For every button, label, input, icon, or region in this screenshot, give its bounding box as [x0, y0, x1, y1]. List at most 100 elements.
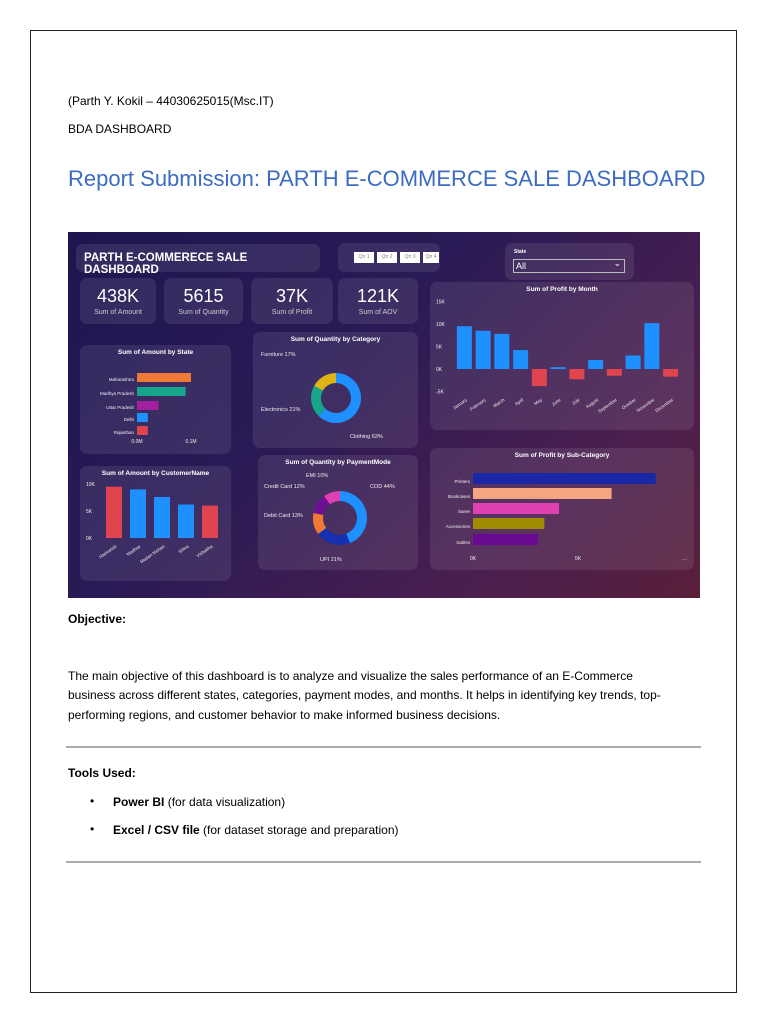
- category-label: Harivansh: [98, 543, 118, 559]
- category-label: August: [585, 397, 600, 410]
- bar: [473, 534, 539, 545]
- state-slicer: State All ⌄: [505, 243, 634, 280]
- bar: [473, 473, 656, 484]
- donut-slice: [324, 491, 340, 505]
- tool-name: Power BI: [113, 795, 165, 809]
- tool-item: Power BI (for data visualization): [113, 795, 285, 809]
- bar: [569, 369, 585, 380]
- category-label: Delhi: [124, 417, 134, 422]
- donut-slice: [313, 512, 327, 534]
- bullet-icon: •: [90, 794, 95, 808]
- category-label: May: [533, 397, 543, 406]
- kpi-label: Sum of AOV: [358, 309, 398, 316]
- subject-line: BDA DASHBOARD: [68, 122, 172, 136]
- amount-by-customer-chart: Sum of Amount by CustomerName 10K 5K 0K Hari…: [80, 466, 231, 581]
- tool-name: Excel / CSV file: [113, 823, 200, 837]
- divider: [66, 861, 701, 863]
- divider: [66, 746, 701, 748]
- category-label: February: [469, 397, 487, 412]
- qtr-2-button[interactable]: Qtr 2: [377, 252, 397, 263]
- bar: [475, 330, 491, 369]
- bar: [137, 401, 159, 410]
- y-tick-label: 15K: [436, 300, 446, 306]
- y-tick-label: 5K: [436, 345, 443, 351]
- donut-slice: [313, 496, 331, 515]
- bar: [154, 496, 170, 538]
- slice-label: Clothing 63%: [350, 434, 383, 440]
- donut-slice: [340, 491, 367, 544]
- bar: [202, 505, 218, 538]
- category-label: Accessories: [446, 524, 471, 529]
- bar: [473, 518, 545, 529]
- category-label: December: [654, 397, 674, 413]
- chart-title: Sum of Profit by Sub-Category: [514, 452, 610, 459]
- kpi-card-aov: 121K Sum of AOV: [338, 278, 418, 324]
- donut-slice: [311, 385, 326, 416]
- objective-line: The main objective of this dashboard is …: [68, 669, 633, 683]
- slice-label: EMI 10%: [306, 473, 328, 479]
- y-tick-label: 5K: [86, 509, 93, 515]
- kpi-label: Sum of Profit: [271, 309, 313, 316]
- category-label: Printers: [454, 479, 470, 484]
- donut-slice: [314, 373, 336, 391]
- category-label: Madhav: [126, 543, 143, 557]
- qtr-4-button[interactable]: Qtr 4: [423, 252, 439, 263]
- chart-title: Sum of Quantity by Category: [290, 336, 381, 343]
- dashboard-title: PARTH E-COMMERECE SALE DASHBOARD: [84, 252, 248, 276]
- donut-slice: [318, 527, 350, 545]
- category-label: April: [514, 397, 524, 406]
- bar: [137, 413, 148, 422]
- qtr-1-button[interactable]: Qtr 1: [354, 252, 374, 263]
- more-icon: …: [682, 556, 687, 562]
- objective-line: business across different states, catego…: [68, 688, 661, 702]
- bar: [588, 360, 604, 369]
- profit-by-month-chart: Sum of Profit by Month 15K 10K 5K 0K -5K Janua…: [430, 282, 694, 430]
- x-tick-label: 0K: [470, 556, 477, 562]
- author-line: (Parth Y. Kokil – 44030625015(Msc.IT): [68, 94, 274, 108]
- bar: [494, 333, 510, 369]
- bar: [473, 488, 612, 499]
- state-dropdown[interactable]: All ⌄: [513, 258, 625, 273]
- bar: [456, 326, 472, 369]
- x-tick-label: 0.0M: [131, 439, 142, 445]
- slice-label: UPI 21%: [320, 557, 342, 563]
- qtr-3-button[interactable]: Qtr 3: [400, 252, 420, 263]
- chart-title: Sum of Amount by CustomerName: [101, 470, 210, 477]
- kpi-card-profit: 37K Sum of Profit: [251, 278, 333, 324]
- x-tick-label: 5K: [575, 556, 582, 562]
- profit-by-subcategory-chart: Sum of Profit by Sub-Category Printers Boo…: [430, 448, 694, 570]
- quantity-by-paymentmode-chart: Sum of Quantity by PaymentMode COD 44% UPI…: [258, 455, 418, 570]
- category-label: Madan Mohan: [139, 543, 166, 564]
- bar: [137, 387, 186, 396]
- bar: [473, 503, 560, 514]
- y-tick-label: 0K: [86, 536, 93, 542]
- bullet-icon: •: [90, 822, 95, 836]
- category-label: July: [571, 397, 581, 406]
- bar: [663, 369, 679, 377]
- bar: [178, 504, 194, 538]
- bar: [606, 369, 622, 376]
- slice-label: Debit Card 13%: [264, 513, 303, 519]
- category-label: Rajasthan: [114, 430, 135, 435]
- y-tick-label: 10K: [436, 322, 446, 328]
- bar: [550, 367, 566, 369]
- chart-title: Sum of Quantity by PaymentMode: [285, 459, 391, 466]
- chart-title: Sum of Amount by State: [117, 349, 194, 356]
- dashboard-image: PARTH E-COMMERECE SALE DASHBOARD Qtr 1 Q…: [68, 232, 700, 598]
- y-tick-label: -5K: [436, 390, 444, 396]
- chart-title: Sum of Profit by Month: [526, 286, 598, 293]
- tool-desc: (for dataset storage and preparation): [199, 823, 399, 837]
- bar: [130, 489, 146, 538]
- bar: [644, 323, 660, 369]
- category-label: October: [621, 397, 637, 411]
- kpi-card-quantity: 5615 Sum of Quantity: [164, 278, 243, 324]
- quantity-by-category-chart: Sum of Quantity by Category Clothing 63% E…: [253, 332, 418, 448]
- bar: [137, 426, 148, 435]
- kpi-label: Sum of Amount: [94, 309, 142, 316]
- kpi-label: Sum of Quantity: [178, 309, 229, 316]
- y-tick-label: 0K: [436, 367, 443, 373]
- kpi-value: 438K: [96, 286, 140, 306]
- report-title: Report Submission: PARTH E-COMMERCE SALE…: [68, 166, 706, 191]
- tool-item: Excel / CSV file (for dataset storage an…: [113, 823, 399, 837]
- amount-by-state-chart: Sum of Amount by State Maharashtra Madhya …: [80, 345, 231, 454]
